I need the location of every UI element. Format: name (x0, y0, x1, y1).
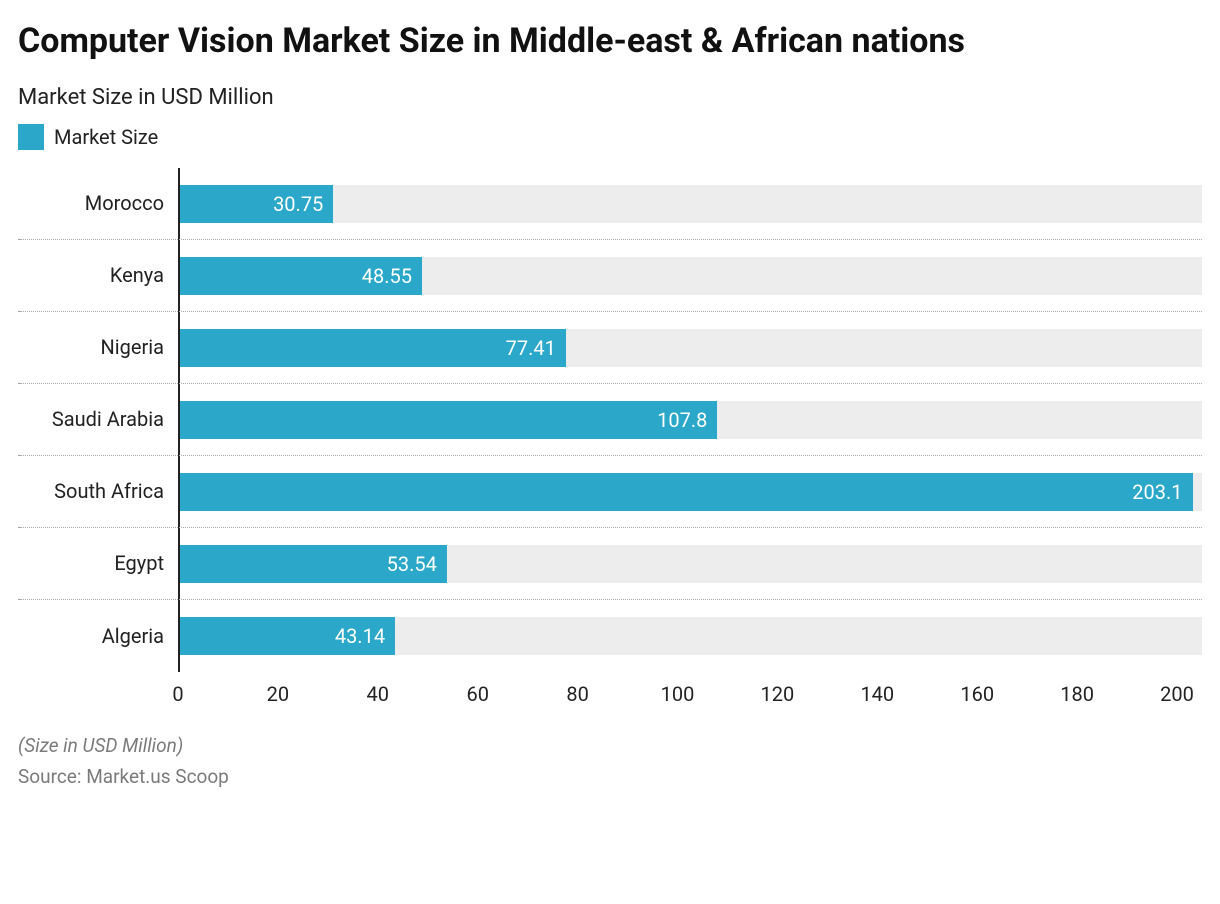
bar: 48.55 (180, 257, 422, 295)
row-divider (20, 311, 1202, 312)
plot-area: 30.75 48.55 77.41 107.8 203.1 53.54 43.14 (178, 168, 1202, 672)
y-axis-label: Saudi Arabia (18, 384, 178, 456)
bar-row: 43.14 (180, 600, 1202, 672)
row-divider (20, 455, 1202, 456)
chart-title: Computer Vision Market Size in Middle-ea… (18, 20, 1098, 63)
row-divider (20, 383, 1202, 384)
chart: MoroccoKenyaNigeriaSaudi ArabiaSouth Afr… (18, 168, 1202, 718)
bar-row: 77.41 (180, 312, 1202, 384)
bar: 30.75 (180, 185, 333, 223)
x-axis-tick: 120 (761, 682, 795, 706)
x-axis-tick: 0 (172, 682, 183, 706)
x-axis-tick: 60 (466, 682, 488, 706)
bar-row: 48.55 (180, 240, 1202, 312)
x-axis: 020406080100120140160180200 (178, 672, 1202, 718)
y-axis-label: Algeria (18, 600, 178, 672)
legend: Market Size (18, 124, 1202, 150)
bar-row: 30.75 (180, 168, 1202, 240)
bar: 77.41 (180, 329, 566, 367)
x-axis-tick: 20 (267, 682, 289, 706)
y-axis-label: South Africa (18, 456, 178, 528)
x-axis-tick: 200 (1160, 682, 1194, 706)
bar: 43.14 (180, 617, 395, 655)
x-axis-tick: 140 (860, 682, 894, 706)
bar: 53.54 (180, 545, 447, 583)
row-divider (20, 599, 1202, 600)
legend-label: Market Size (54, 125, 158, 149)
bar: 203.1 (180, 473, 1193, 511)
x-axis-tick: 80 (566, 682, 588, 706)
y-axis-label: Morocco (18, 168, 178, 240)
x-axis-tick: 160 (960, 682, 994, 706)
y-axis-label: Kenya (18, 240, 178, 312)
y-axis-label: Egypt (18, 528, 178, 600)
row-divider (20, 239, 1202, 240)
bar-row: 53.54 (180, 528, 1202, 600)
y-axis-label: Nigeria (18, 312, 178, 384)
bar-row: 203.1 (180, 456, 1202, 528)
bar-row: 107.8 (180, 384, 1202, 456)
x-axis-tick: 40 (367, 682, 389, 706)
legend-swatch (18, 124, 44, 150)
y-axis-labels: MoroccoKenyaNigeriaSaudi ArabiaSouth Afr… (18, 168, 178, 672)
x-axis-tick: 180 (1060, 682, 1094, 706)
source: Source: Market.us Scoop (18, 765, 1202, 788)
x-axis-tick: 100 (661, 682, 695, 706)
row-background (180, 185, 1202, 223)
footnote: (Size in USD Million) (18, 734, 1202, 757)
chart-subtitle: Market Size in USD Million (18, 85, 1202, 110)
bar: 107.8 (180, 401, 717, 439)
row-divider (20, 527, 1202, 528)
